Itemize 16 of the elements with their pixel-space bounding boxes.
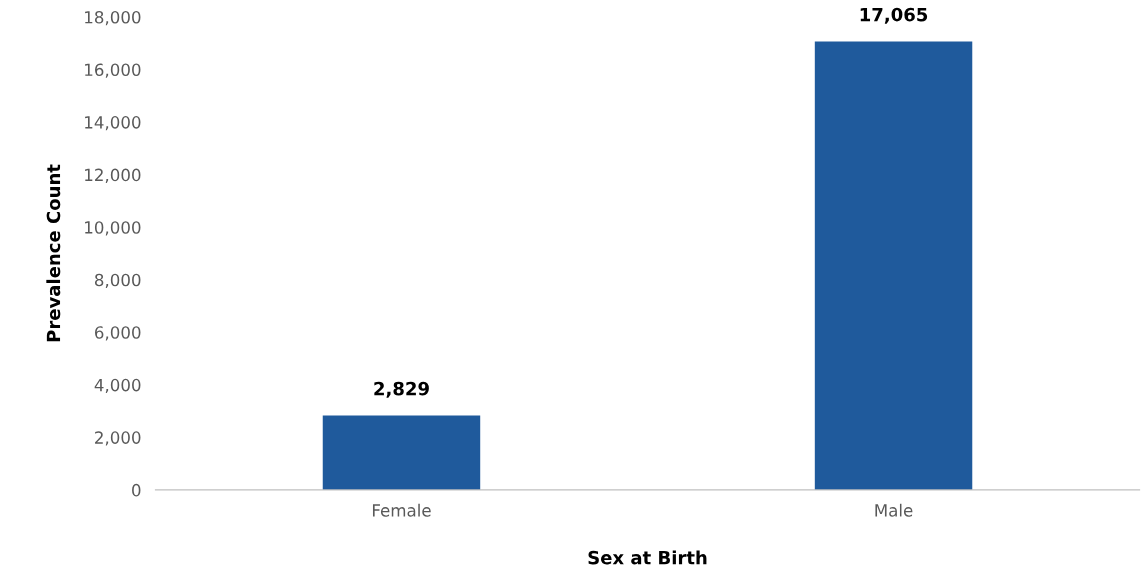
y-tick-label: 16,000	[85, 63, 141, 78]
x-tick-label: Male	[875, 503, 913, 517]
x-axis-title: Sex at Birth	[588, 550, 707, 565]
x-tick-label: Female	[372, 503, 431, 517]
data-label: 2,829	[374, 381, 429, 398]
y-tick-label: 2,000	[95, 431, 141, 446]
y-tick-label: 8,000	[94, 273, 141, 288]
y-tick-label: 10,000	[85, 221, 141, 236]
y-tick-label: 18,000	[85, 10, 141, 26]
y-tick-label: 0	[132, 483, 141, 497]
data-label: 17,065	[860, 7, 928, 24]
y-tick-label: 12,000	[85, 168, 141, 183]
y-tick-label: 6,000	[95, 326, 141, 341]
y-axis-title: Prevalence Count	[46, 164, 61, 342]
y-tick-label: 4,000	[94, 378, 141, 394]
y-tick-label: 14,000	[85, 116, 141, 131]
